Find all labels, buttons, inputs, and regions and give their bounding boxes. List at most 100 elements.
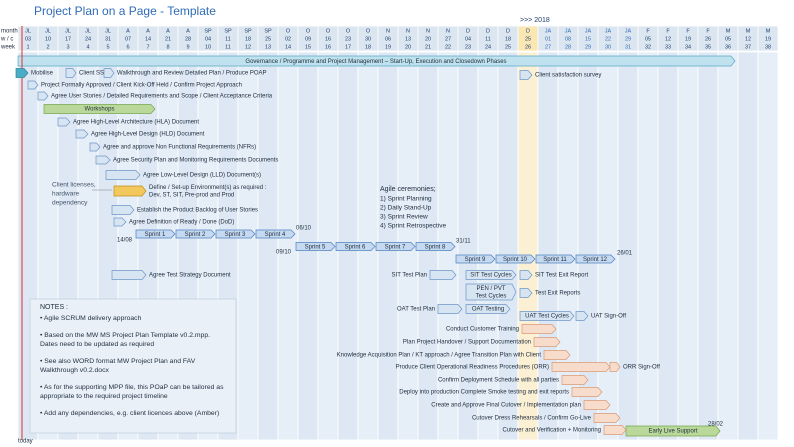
task-label: Deploy into production Complete Smoke te… xyxy=(399,390,569,396)
week-commencing: 03 xyxy=(25,36,31,42)
sprint-label: Sprint 5 xyxy=(305,245,326,251)
task-bar xyxy=(519,270,533,280)
month-label: N xyxy=(446,28,450,34)
title: Project Plan on a Page - Template xyxy=(34,4,216,18)
task-bar xyxy=(551,362,611,372)
month-label: O xyxy=(306,28,311,34)
week-commencing: 10 xyxy=(45,36,51,42)
task-label: SIT Test Plan xyxy=(392,273,427,279)
note-line: • Add any dependencies, e.g. client lice… xyxy=(40,410,219,417)
week-number: 12 xyxy=(245,44,251,50)
week-commencing: 14 xyxy=(145,36,151,42)
date-label: 09/10 xyxy=(276,250,292,256)
task-bar xyxy=(519,311,575,321)
task-bar xyxy=(89,142,101,152)
task-bar xyxy=(519,70,533,80)
sprint-bar xyxy=(135,229,176,239)
task-bar xyxy=(603,425,627,435)
week-column xyxy=(757,51,779,441)
task-label: Agree High-Level Design (HLD) Document xyxy=(91,132,205,138)
month-label: N xyxy=(426,28,430,34)
week-column xyxy=(677,51,699,441)
month-label: O xyxy=(366,28,371,34)
today-label: today xyxy=(18,439,33,445)
task-label: Dev, ST, SIT, Pre-prod and Prod xyxy=(149,192,234,198)
task-bar xyxy=(111,205,135,215)
task-bar xyxy=(111,270,147,280)
task-label: Conduct Customer Training xyxy=(446,327,519,333)
task-bar xyxy=(57,117,71,127)
week-number: 10 xyxy=(205,44,211,50)
month-label: D xyxy=(466,28,470,34)
month-label: JL xyxy=(45,28,51,34)
week-commencing: 30 xyxy=(365,36,371,42)
task-bar xyxy=(43,104,156,114)
agile-item: 3) Sprint Review xyxy=(380,214,428,221)
week-commencing: 06 xyxy=(385,36,391,42)
task-bar xyxy=(625,425,721,437)
task-bar xyxy=(609,362,621,372)
agile-item: 4) Sprint Retrospective xyxy=(380,223,446,230)
week-commencing: 22 xyxy=(605,36,611,42)
week-column xyxy=(617,51,639,441)
task-bar xyxy=(465,270,517,280)
week-column xyxy=(637,51,659,441)
month-label: JA xyxy=(545,28,552,34)
week-number: 20 xyxy=(405,44,411,50)
date-label: 26/01 xyxy=(617,251,633,257)
task-bar xyxy=(583,400,611,410)
week-commencing: 19 xyxy=(685,36,691,42)
month-label: N xyxy=(386,28,390,34)
dependency-note: dependency xyxy=(52,200,88,207)
week-commencing: 04 xyxy=(205,36,211,42)
week-commencing: 16 xyxy=(325,36,331,42)
week-number: 3 xyxy=(66,44,69,50)
task-label: OAT Testing xyxy=(472,307,504,313)
week-number: 28 xyxy=(565,44,571,50)
week-number: 30 xyxy=(605,44,611,50)
week-number: 22 xyxy=(445,44,451,50)
week-number: 18 xyxy=(365,44,371,50)
sprint-bar xyxy=(295,242,336,251)
sprint-bar xyxy=(455,254,496,264)
week-number: 26 xyxy=(525,44,531,50)
row-label: w / c xyxy=(0,37,13,43)
week-number: 34 xyxy=(685,44,691,50)
month-label: F xyxy=(706,28,710,34)
month-label: JA xyxy=(625,28,632,34)
week-number: 25 xyxy=(505,44,511,50)
week-commencing: 18 xyxy=(505,36,511,42)
task-label: Cutover and Verification + Monitoring xyxy=(502,428,601,434)
task-bar xyxy=(561,375,589,385)
task-bar xyxy=(113,217,127,227)
task-bar xyxy=(519,288,533,298)
sprint-label: Sprint 12 xyxy=(583,257,608,263)
task-bar xyxy=(113,185,147,197)
note-line: Walkthrough v0.2.docx xyxy=(40,367,109,374)
month-label: JL xyxy=(105,28,111,34)
task-label: Agree Definition of Ready / Done (DoD) xyxy=(129,220,234,226)
sprint-label: Sprint 3 xyxy=(225,232,246,238)
sprint-bar xyxy=(575,254,616,264)
month-label: SP xyxy=(224,28,232,34)
note-line: Dates need to be updated as required xyxy=(40,341,154,348)
date-label: 28/02 xyxy=(708,422,724,428)
week-commencing: 23 xyxy=(345,36,351,42)
task-label: Agree High-Level Architecture (HLA) Docu… xyxy=(73,120,199,126)
month-label: O xyxy=(286,28,291,34)
week-column xyxy=(277,51,299,441)
task-label: Client satisfaction survey xyxy=(535,73,601,79)
task-label: Agree Test Strategy Document xyxy=(149,273,231,279)
week-column xyxy=(237,51,259,441)
sprint-label: Sprint 8 xyxy=(425,245,446,251)
week-commencing: 15 xyxy=(585,36,591,42)
week-commencing: 12 xyxy=(665,36,671,42)
month-label: JL xyxy=(85,28,91,34)
week-commencing: 07 xyxy=(125,36,131,42)
week-commencing: 25 xyxy=(265,36,271,42)
week-number: 19 xyxy=(385,44,391,50)
sprint-label: Sprint 2 xyxy=(185,232,206,238)
note-line: • Agile SCRUM delivery approach xyxy=(40,315,142,322)
week-commencing: 01 xyxy=(545,36,551,42)
task-label: UAT Sign-Off xyxy=(591,314,626,320)
